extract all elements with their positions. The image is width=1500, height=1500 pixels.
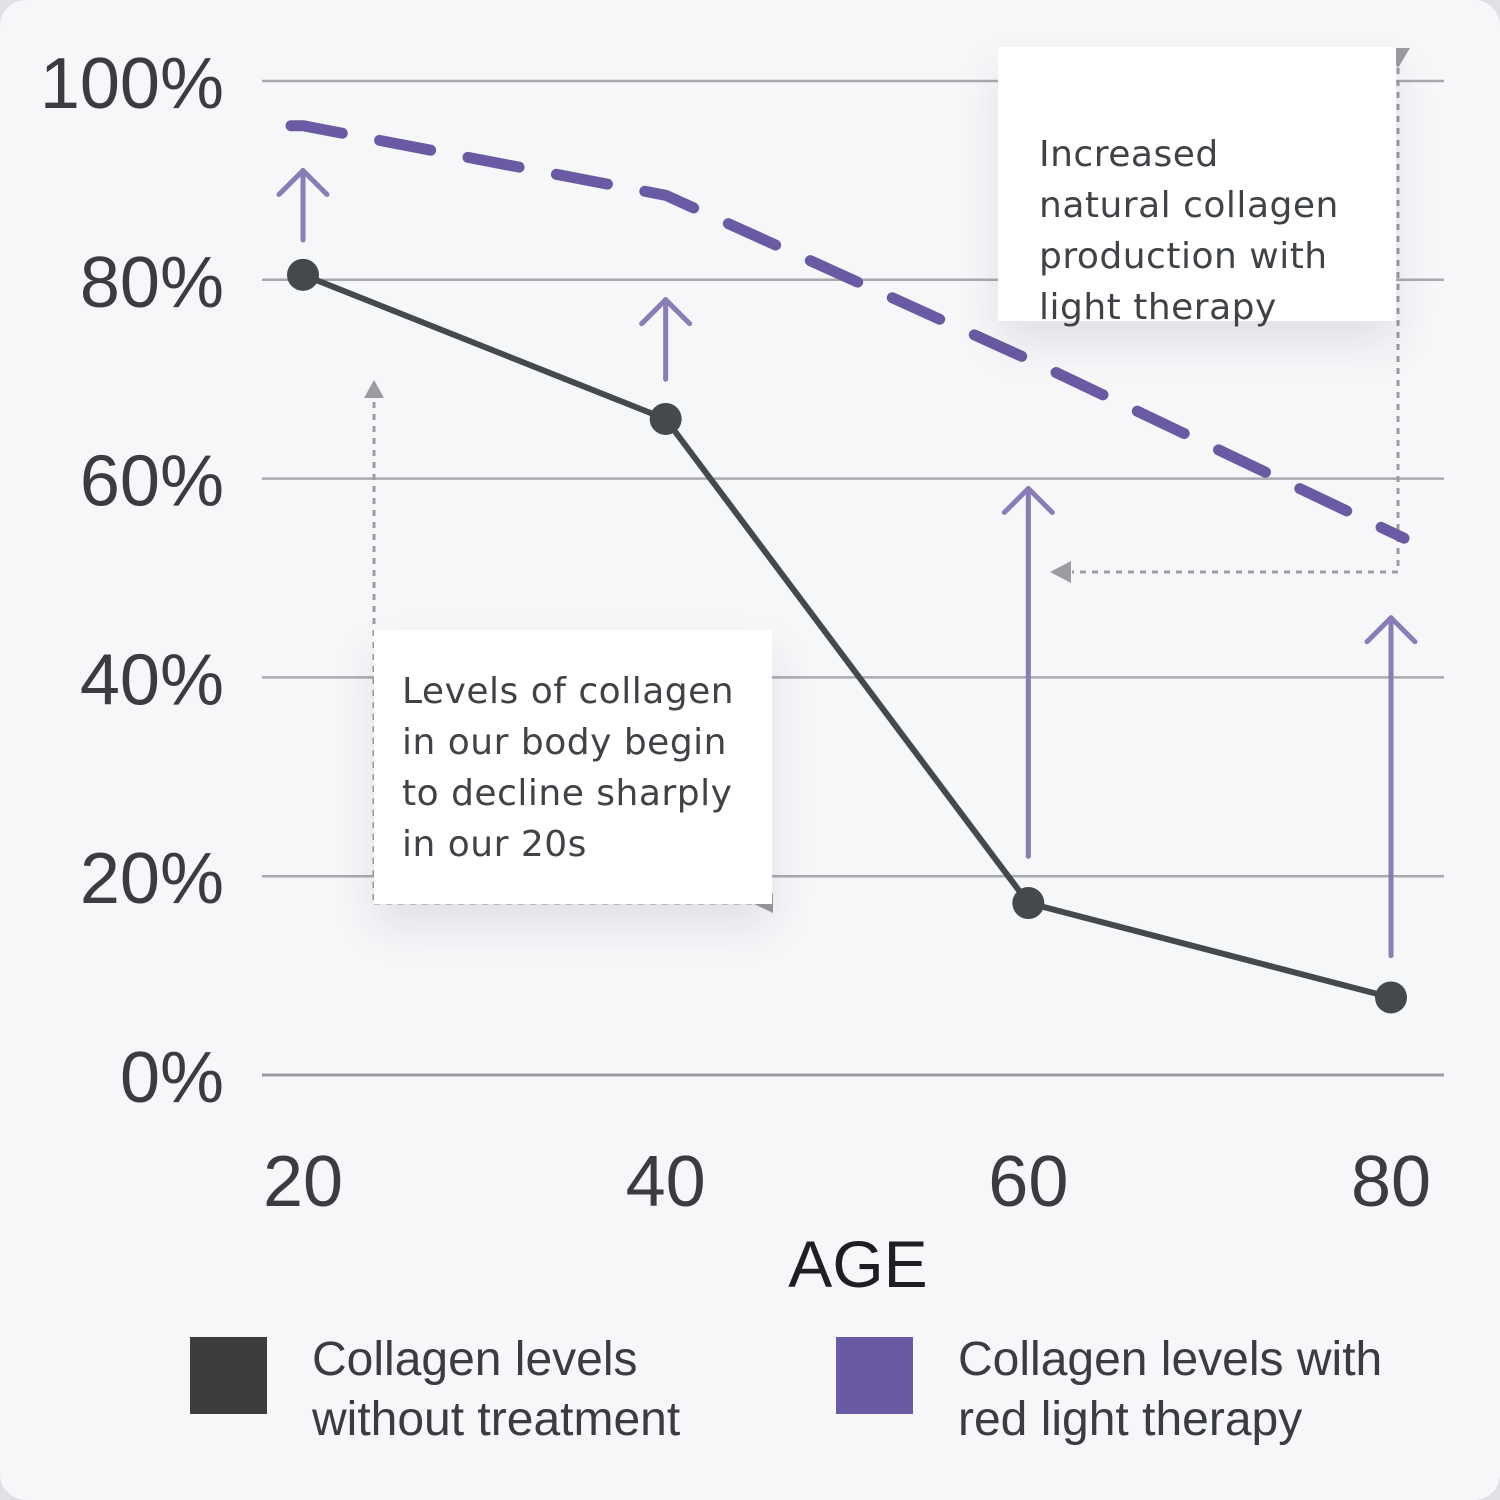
series-line-red-light-therapy xyxy=(285,120,1410,544)
legend-label-line: without treatment xyxy=(312,1393,681,1446)
increase-arrow-head xyxy=(1001,486,1055,516)
annotation-line: in our 20s xyxy=(402,824,587,865)
connector-arrowhead xyxy=(1050,561,1071,583)
x-axis-label: AGE xyxy=(788,1227,927,1301)
legend-label: Collagen levels without treatment xyxy=(312,1330,680,1450)
annotation-line: Increased xyxy=(1039,134,1219,175)
annotation-connector xyxy=(1072,68,1400,574)
connector-arrowhead xyxy=(364,380,384,398)
legend-label-line: red light therapy xyxy=(958,1393,1303,1446)
increase-arrow-head xyxy=(639,297,693,327)
legend-swatch-purple xyxy=(836,1337,913,1414)
x-tick-label: 80 xyxy=(1351,1142,1431,1222)
chart-legend: Collagen levels without treatment Collag… xyxy=(190,1330,1450,1446)
legend-label: Collagen levels with red light therapy xyxy=(958,1330,1382,1450)
annotation-light-therapy: Increased natural collagen production wi… xyxy=(998,47,1396,328)
x-tick-label: 60 xyxy=(988,1142,1068,1222)
y-tick-label: 0% xyxy=(120,1038,224,1118)
y-tick-label: 60% xyxy=(80,442,224,522)
data-point xyxy=(1375,981,1407,1014)
annotation-line: to decline sharply xyxy=(402,773,733,814)
y-tick-label: 80% xyxy=(80,243,224,323)
legend-swatch-dark xyxy=(190,1337,267,1414)
data-point xyxy=(649,402,682,435)
data-point xyxy=(1012,887,1045,920)
collagen-line-chart: 0% 20% 40% 60% 80% 100% 20 40 60 80 AGE xyxy=(40,44,1444,1301)
data-point xyxy=(287,258,319,291)
x-tick-label: 20 xyxy=(263,1142,343,1222)
legend-label-line: Collagen levels with xyxy=(958,1333,1383,1386)
x-tick-label: 40 xyxy=(626,1142,706,1222)
y-tick-label: 40% xyxy=(80,640,224,720)
annotation-line: light therapy xyxy=(1039,287,1277,328)
annotation-line: production with xyxy=(1039,236,1328,277)
legend-label-line: Collagen levels xyxy=(312,1333,638,1386)
increase-arrow-head xyxy=(276,167,330,197)
annotation-line: in our body begin xyxy=(402,722,727,763)
annotation-line: natural collagen xyxy=(1039,185,1339,226)
y-tick-label: 20% xyxy=(80,839,224,919)
increase-arrow-head xyxy=(1364,615,1418,645)
annotation-line: Levels of collagen xyxy=(402,671,735,712)
y-tick-label: 100% xyxy=(40,44,224,124)
annotation-collagen-decline: Levels of collagen in our body begin to … xyxy=(374,630,772,904)
series-line-without-treatment xyxy=(301,272,1392,1001)
